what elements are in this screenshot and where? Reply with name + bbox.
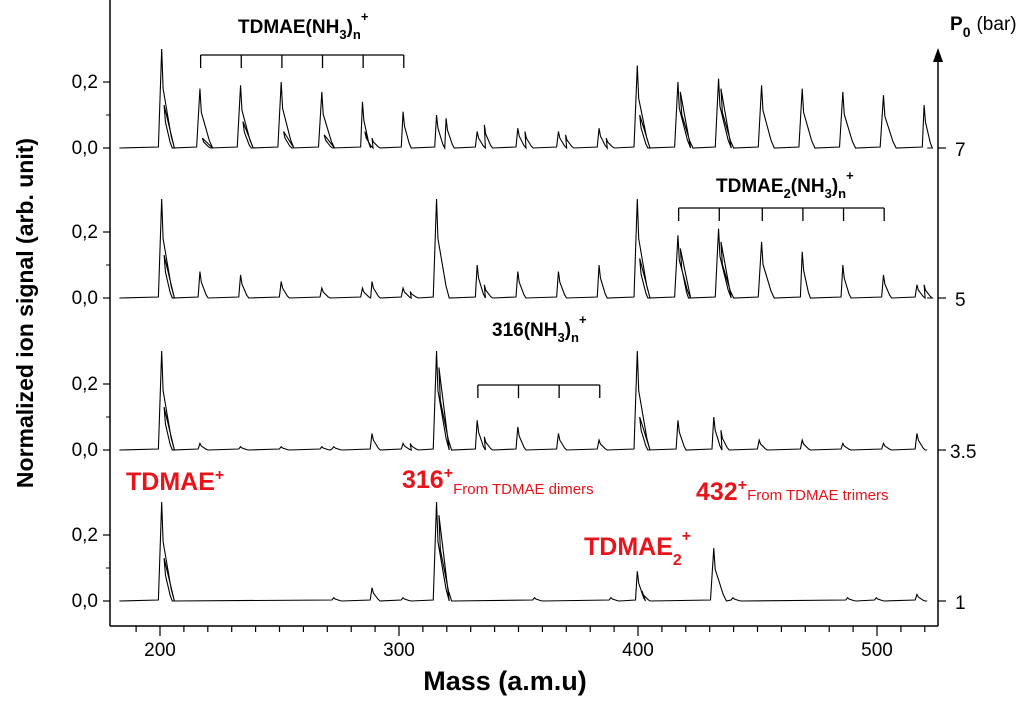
y-tick-label: 0,2 <box>72 374 98 395</box>
x-axis-title: Mass (a.m.u) <box>423 666 587 696</box>
x-tick-label: 200 <box>144 640 176 661</box>
right-axis-arrow <box>933 48 943 62</box>
spectra-traces <box>119 48 934 602</box>
annotation-tdmae2-nh3: TDMAE2(NH3)n+ <box>716 168 854 201</box>
y-axis-ticks: 0,0 0,2 0,0 0,2 0,0 0,2 0,0 0,2 <box>72 72 110 612</box>
c432-ion-main: 432 <box>696 478 738 506</box>
x-tick-label: 300 <box>383 640 415 661</box>
c316-ion-sup: + <box>444 465 453 482</box>
spectrum-trace-5 <box>119 198 934 300</box>
ann1-close: ) <box>347 17 353 38</box>
ann1-sub2: n <box>353 27 361 42</box>
label-tdmae-ion: TDMAE+ <box>126 467 224 496</box>
right-axis-title-sub: 0 <box>963 24 971 40</box>
y-tick-label: 0,0 <box>72 440 98 461</box>
ann1-main: TDMAE(NH <box>238 17 339 38</box>
ann2-main: TDMAE <box>716 176 784 197</box>
y-tick-label: 0,2 <box>72 525 98 546</box>
tdmae2-ion-main: TDMAE <box>584 533 673 561</box>
right-axis-ticks: 753.51 <box>938 140 976 614</box>
y-axis-title: Normalized ion signal (arb. unit) <box>12 138 38 488</box>
ann3-close: ) <box>565 320 571 341</box>
right-axis-title: P0 (bar) <box>950 14 1017 40</box>
ann2-close: ) <box>832 176 838 197</box>
y-tick-label: 0,0 <box>72 138 98 159</box>
y-tick-label: 0,2 <box>72 72 98 93</box>
right-tick-label: 5 <box>955 290 966 311</box>
c432-ion-note: From TDMAE trimers <box>747 487 888 504</box>
ann1-sub: 3 <box>339 27 346 42</box>
x-axis-ticks: 200 300 400 500 <box>135 626 926 661</box>
ann3-sub2: n <box>571 330 579 345</box>
spectrum-trace-3.5 <box>119 350 928 451</box>
right-axis-title-unit: (bar) <box>976 14 1016 35</box>
ann1-sup: + <box>361 9 369 24</box>
y-tick-label: 0,2 <box>72 222 98 243</box>
ann3-sub: 3 <box>557 330 564 345</box>
ann3-sup: + <box>579 312 587 327</box>
ann2-sub1: 2 <box>784 186 791 201</box>
ann2-sup: + <box>846 168 854 183</box>
tdmae2-ion-sup: + <box>682 528 691 545</box>
c316-ion-note: From TDMAE dimers <box>453 481 594 498</box>
annotation-tdmae-nh3: TDMAE(NH3)n+ <box>238 9 369 42</box>
x-tick-label: 400 <box>622 640 654 661</box>
right-axis-title-main: P <box>950 14 963 35</box>
x-tick-label: 500 <box>861 640 893 661</box>
right-tick-label: 1 <box>955 593 966 614</box>
tdmae-ion-sup: + <box>215 467 224 484</box>
right-tick-label: 7 <box>955 140 966 161</box>
spectrum-trace-1 <box>119 501 928 602</box>
ann2-sub2: 3 <box>825 186 832 201</box>
y-tick-label: 0,0 <box>72 288 98 309</box>
ann3-main: 316(NH <box>492 320 557 341</box>
spectrum-trace-7 <box>119 48 934 151</box>
label-tdmae2-ion: TDMAE2+ <box>584 528 691 569</box>
label-432-ion: 432+From TDMAE trimers <box>696 477 888 506</box>
annotation-316-nh3: 316(NH3)n+ <box>492 312 587 345</box>
c432-ion-sup: + <box>738 477 747 494</box>
cluster-brackets <box>199 54 885 398</box>
tdmae2-ion-sub: 2 <box>673 552 682 569</box>
label-316-ion: 316+From TDMAE dimers <box>402 465 594 498</box>
tdmae-ion-main: TDMAE <box>126 468 215 496</box>
y-tick-label: 0,0 <box>72 591 98 612</box>
ann2-mid: (NH <box>791 176 825 197</box>
ann2-sub3: n <box>838 186 846 201</box>
c316-ion-main: 316 <box>402 466 444 494</box>
right-tick-label: 3.5 <box>950 442 976 463</box>
